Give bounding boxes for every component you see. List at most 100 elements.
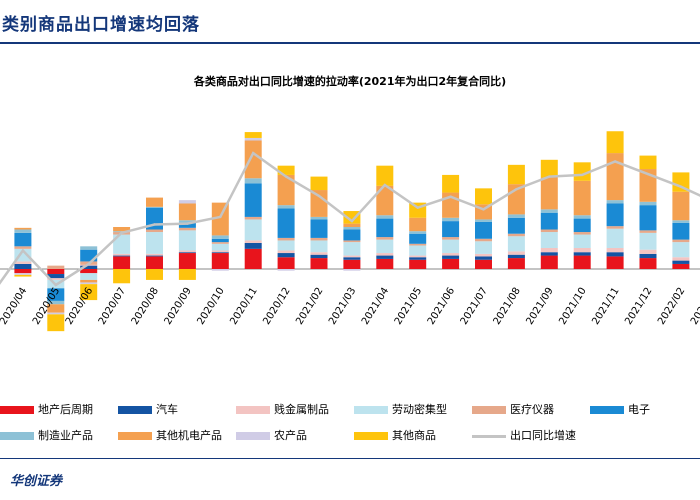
bar-segment-7-2021-02 [310,216,328,220]
bar-segment-1-2020-08 [146,256,163,269]
bar-segment-6-2021-08 [507,217,525,234]
bar-segment-1-2021-11 [606,256,624,269]
bar-segment-4-2020-08 [146,232,163,254]
legend-label: 电子 [628,403,650,416]
x-tick-label-2021-12: 2021/12 [623,286,654,327]
bar-segment-3-2021-08 [507,251,525,255]
bar-segment-9-2020-04 [14,273,32,275]
bar-segment-8-2020-11 [244,140,262,179]
bar-segment-7-2021-12 [639,201,657,206]
bar-segment-3-2022-02 [672,257,690,261]
yoy-point-2021-06 [449,195,452,198]
bar-segment-4-2020-10 [211,243,229,251]
yoy-point-2021-04 [383,183,386,187]
legend-label: 农产品 [274,429,307,442]
bar-segment-7-2021-04 [376,215,394,219]
bar-segment-5-2020-04 [14,246,32,249]
bar-segment-1-2021-03 [343,259,361,269]
bar-segment-2-2020-09 [178,252,196,254]
bar-segment-1-2020-07 [113,256,131,269]
bar-segment-7-2021-08 [507,214,525,218]
bar-segment-3-2021-07 [475,253,492,257]
bar-segment-5-2021-10 [573,232,591,235]
bar-segment-6-2021-02 [310,219,328,238]
bar-segment-6-2021-06 [442,221,460,238]
legend-swatch [590,406,624,414]
bar-segment-4-2021-08 [507,236,525,252]
yoy-point-2021-12 [646,172,650,176]
bar-segment-1-2021-02 [310,258,328,269]
bar-segment-7-2021-11 [606,200,624,204]
bar-segment-6-2021-11 [606,203,624,227]
bar-segment-1-2020-12 [277,257,295,269]
bar-segment-4-2021-05 [409,245,427,256]
x-tick-label-2020-09: 2020/09 [163,286,194,327]
bar-segment-7-2020-12 [277,205,295,209]
bar-segment-3-2020-05 [47,278,65,280]
bar-segment-8-2021-11 [606,153,624,201]
bar-segment-2-2021-08 [507,254,525,259]
bar-segment-10-2020-09 [178,269,196,280]
yoy-point-2022-02 [679,185,683,188]
x-tick-label-2021-09: 2021/09 [524,286,555,327]
x-tick-label-2021-08: 2021/08 [492,286,523,327]
bar-segment-7-2021-10 [573,215,591,219]
legend-swatch [472,406,506,414]
bar-segment-5-2021-05 [409,243,427,246]
bar-segment-3-2020-09 [178,250,196,253]
bar-segment-1-2021-05 [409,259,427,269]
bar-segment-10-2021-02 [310,176,328,191]
bar-segment-1-2021-07 [475,259,492,269]
bar-segment-5-2020-09 [178,227,196,231]
bar-segment-3-2020-07 [113,253,131,256]
x-tick-label-2021-11: 2021/11 [590,286,621,327]
bar-segment-1-2020-06 [80,269,98,274]
bar-segment-2-2021-03 [343,257,361,260]
bar-segment-8-2020-05 [47,304,65,313]
legend-swatch [472,435,506,438]
bar-segment-3-2021-05 [409,255,427,258]
footer-rule [0,458,700,459]
legend-label: 贱金属制品 [274,403,329,416]
legend-label: 出口同比增速 [510,429,576,442]
x-tick-label-2021-07: 2021/07 [459,286,490,327]
x-tick-label-2021-10: 2021/10 [557,286,588,327]
x-tick-label-2020-04: 2020/04 [0,286,29,327]
bar-segment-4-2021-09 [540,232,558,248]
bar-segment-1-2020-11 [244,248,262,269]
x-tick-label-2020-12: 2020/12 [261,286,292,327]
bar-segment-3-2021-11 [606,248,624,253]
legend-label: 其他商品 [392,429,436,442]
bar-segment-5-2021-03 [343,240,361,243]
bar-segment-10-2021-07 [475,188,492,205]
x-tick-label-2020-10: 2020/10 [195,286,226,327]
bar-segment-10-2020-04 [14,274,32,277]
bar-segment-8-2021-10 [573,180,591,216]
bar-segment-5-2021-09 [540,229,558,233]
bar-segment-2-2021-12 [639,253,657,259]
chart-title: 各类商品对出口同比增速的拉动率(2021年为出口2年复合同比) [193,75,507,88]
bar-segment-5-2020-10 [211,242,229,244]
bar-segment-5-2021-02 [310,237,328,241]
stacked-bar-chart: 2020/04 2020/05 2020/06 2020/07 2020/08 2020/… [0,131,700,332]
bar-segment-10-2021-03 [343,211,361,224]
bar-segment-6-2021-03 [343,229,361,241]
yoy-point-2020-08 [153,223,156,226]
bar-segment-6-2021-09 [540,212,558,230]
x-tick-label-2020-06: 2020/06 [64,286,95,327]
yoy-point-2021-10 [581,173,584,177]
bar-segment-1-2020-04 [14,269,32,274]
x-tick-label-2021-06: 2021/06 [426,286,457,327]
bar-segment-2-2020-12 [277,253,295,258]
bar-segment-3-2021-04 [376,253,394,256]
bar-segment-2-2020-08 [146,255,163,257]
bar-segment-7-2020-08 [146,206,163,208]
bar-segment-9-2020-05 [47,312,65,315]
legend-swatch [354,432,388,440]
bar-segment-4-2021-02 [310,240,328,253]
bar-segment-7-2021-05 [409,231,427,234]
bar-segment-9-2020-09 [178,200,196,204]
bar-segment-4-2021-04 [376,239,394,254]
bar-segment-6-2021-05 [409,233,427,244]
bar-segment-3-2020-08 [146,253,163,256]
